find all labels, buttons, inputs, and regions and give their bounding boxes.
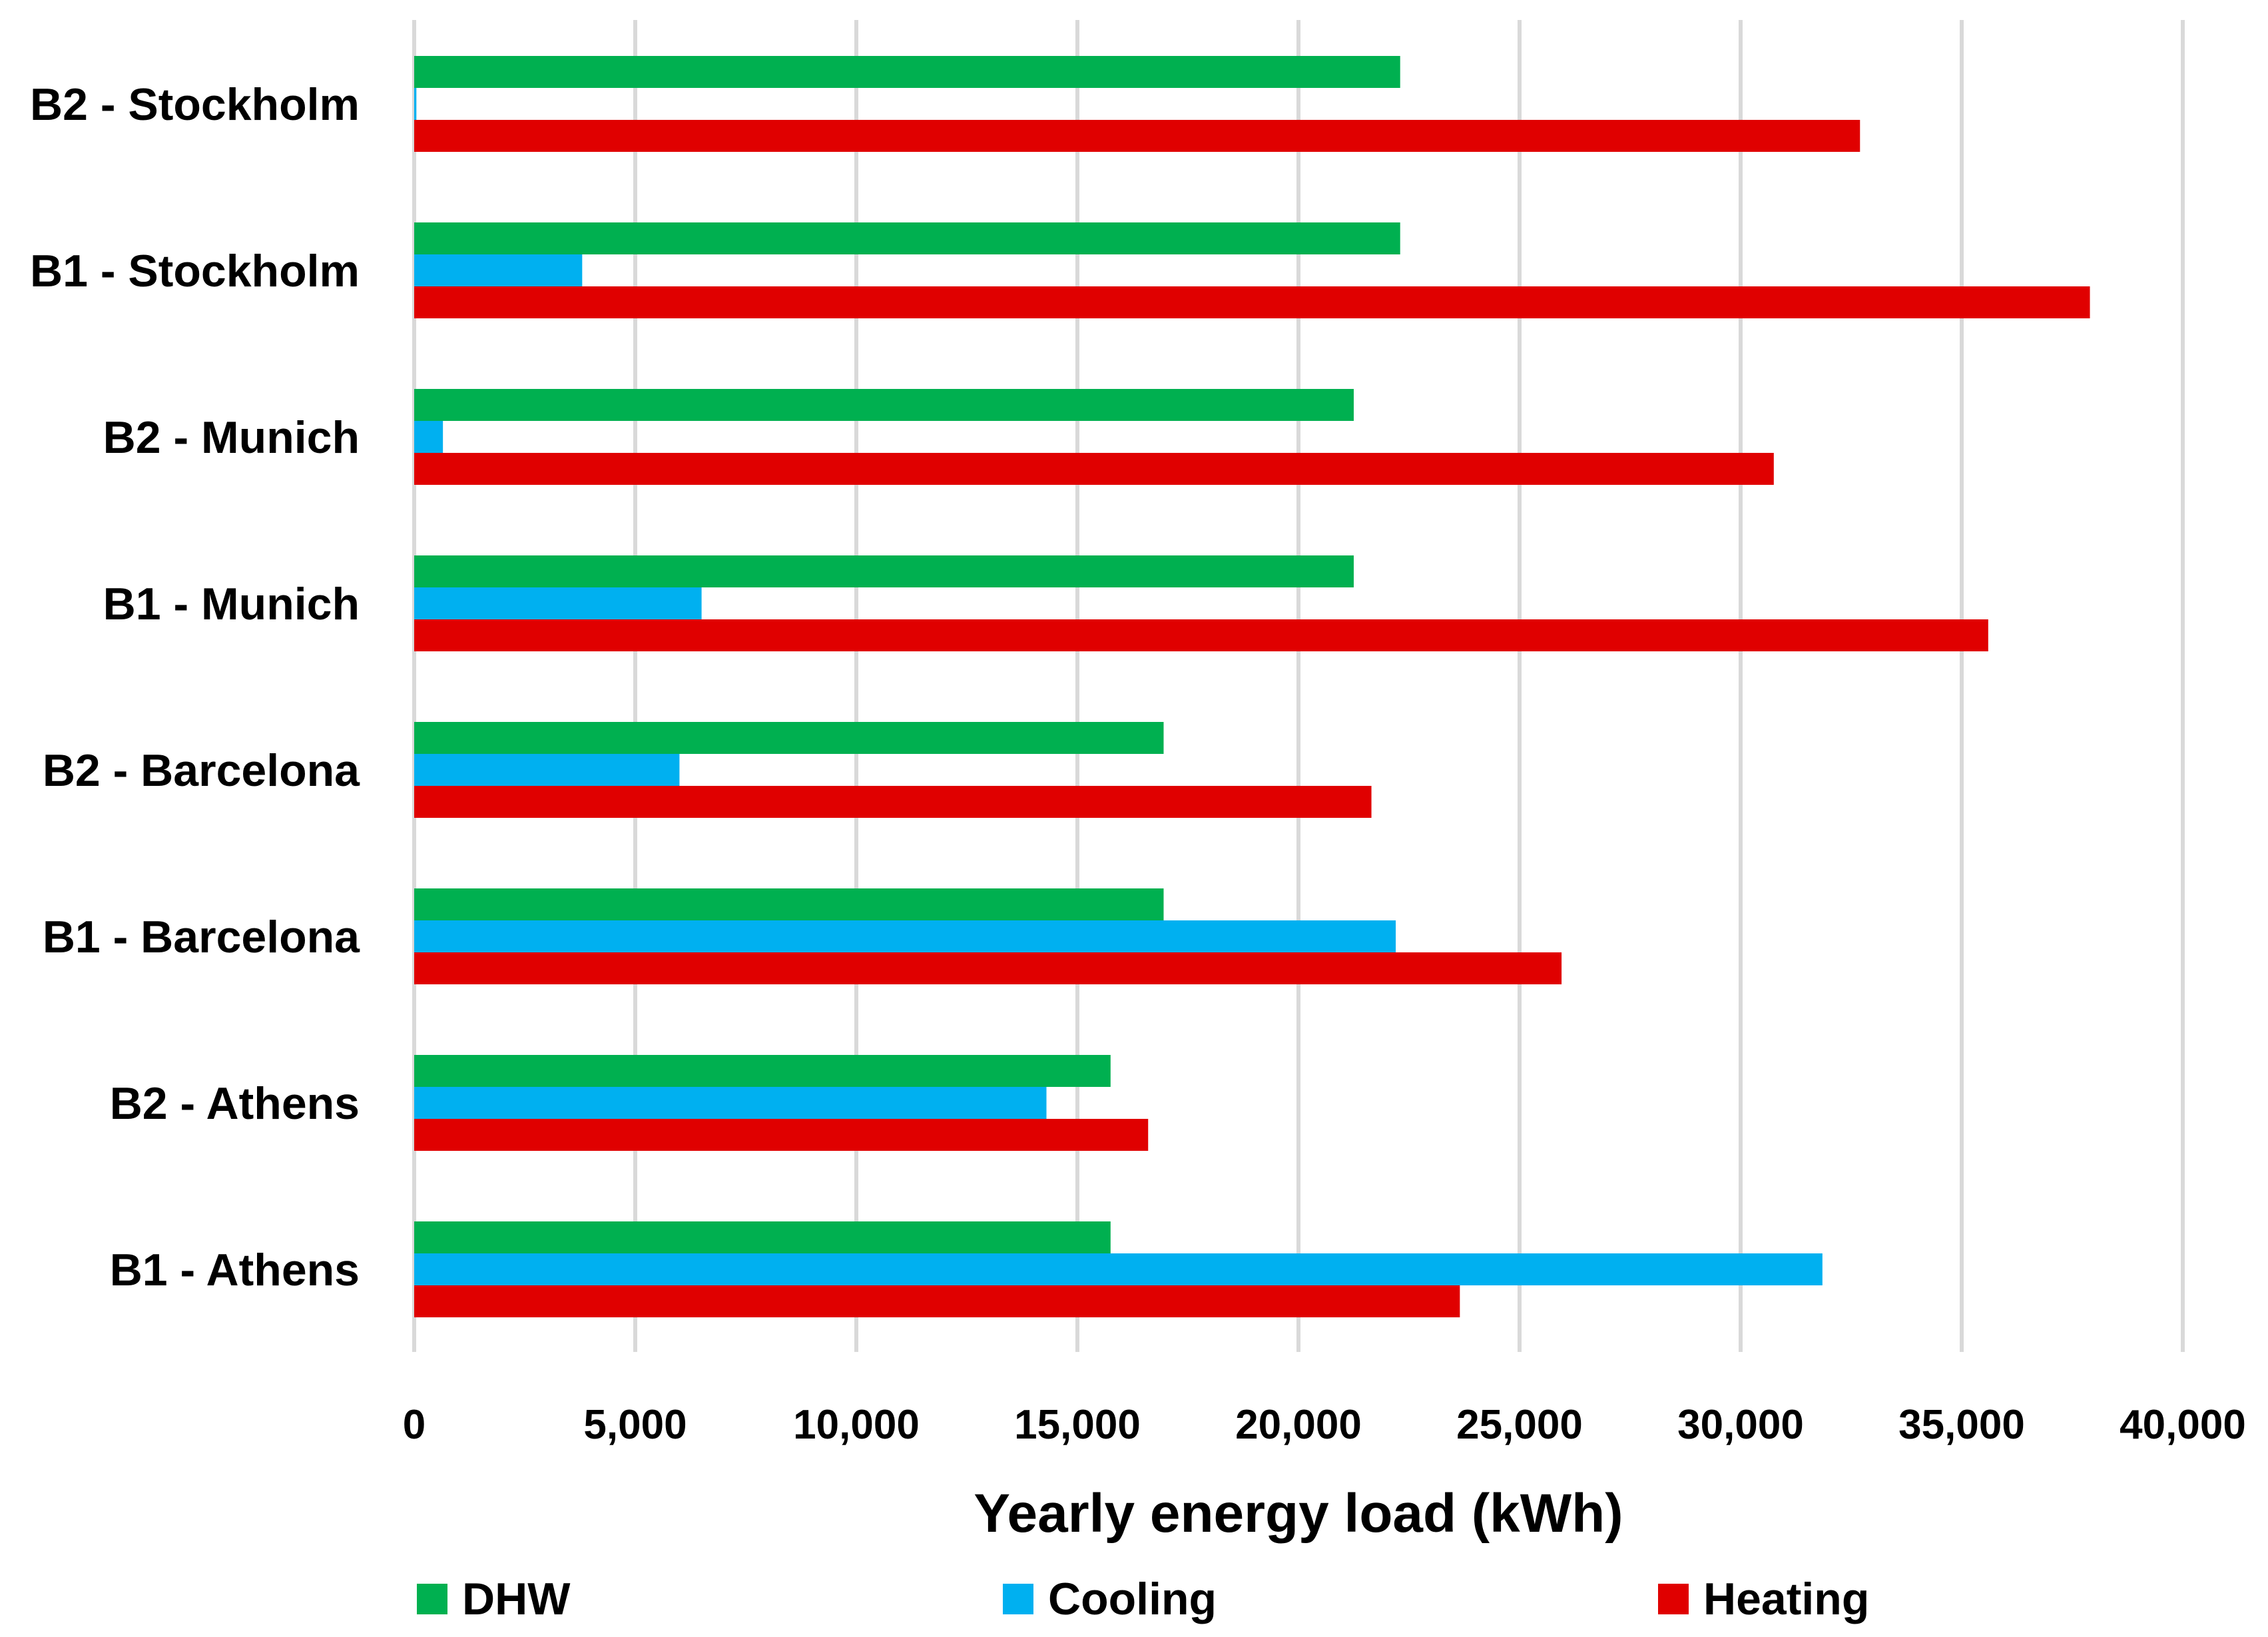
bar-heating-b2-stockholm <box>414 120 1860 152</box>
category-label: B1 - Barcelona <box>43 912 360 962</box>
bar-heating-b2-barcelona <box>414 786 1372 818</box>
bar-cooling-b2-stockholm <box>414 88 417 120</box>
bar-dhw-b1-munich <box>414 555 1354 587</box>
gridlines <box>412 20 2185 1352</box>
category-label: B1 - Munich <box>103 579 360 629</box>
legend-label-heating: Heating <box>1703 1574 1869 1624</box>
bar-heating-b1-athens <box>414 1285 1460 1317</box>
x-tick-label: 5,000 <box>583 1402 687 1448</box>
bar-cooling-b1-barcelona <box>414 920 1396 952</box>
bar-cooling-b2-barcelona <box>414 754 680 786</box>
category-label: B2 - Athens <box>110 1078 360 1129</box>
bar-heating-b2-athens <box>414 1119 1149 1151</box>
legend-label-dhw: DHW <box>462 1574 571 1624</box>
bar-dhw-b2-stockholm <box>414 56 1400 88</box>
legend-label-cooling: Cooling <box>1048 1574 1217 1624</box>
bar-heating-b1-munich <box>414 619 1988 651</box>
category-label: B2 - Barcelona <box>43 745 360 796</box>
category-label: B2 - Stockholm <box>30 79 360 130</box>
x-tick-label: 10,000 <box>793 1402 920 1448</box>
legend-swatch-heating <box>1658 1584 1689 1614</box>
bar-cooling-b2-athens <box>414 1087 1047 1119</box>
bar-dhw-b1-barcelona <box>414 888 1164 920</box>
x-tick-label: 25,000 <box>1456 1402 1583 1448</box>
bar-dhw-b2-athens <box>414 1055 1111 1087</box>
bar-dhw-b2-munich <box>414 389 1354 421</box>
category-label: B2 - Munich <box>103 412 360 463</box>
legend-swatch-cooling <box>1003 1584 1033 1614</box>
x-tick-label: 20,000 <box>1235 1402 1362 1448</box>
x-tick-label: 15,000 <box>1014 1402 1141 1448</box>
bar-dhw-b1-athens <box>414 1221 1111 1253</box>
bar-dhw-b1-stockholm <box>414 222 1400 254</box>
category-labels: B2 - Stockholm B1 - Stockholm B2 - Munich B… <box>30 79 360 1295</box>
legend-swatch-dhw <box>417 1584 447 1614</box>
x-axis-title: Yearly energy load (kWh) <box>974 1483 1623 1544</box>
bar-heating-b2-munich <box>414 453 1774 485</box>
x-tick-labels: 0 5,000 10,000 15,000 20,000 25,000 30,000 35,0… <box>403 1402 2246 1448</box>
bar-cooling-b1-stockholm <box>414 254 583 286</box>
category-label: B1 - Athens <box>110 1245 360 1295</box>
bars <box>414 56 2090 1317</box>
bar-heating-b1-stockholm <box>414 286 2090 318</box>
bar-cooling-b1-athens <box>414 1253 1823 1285</box>
x-tick-label: 30,000 <box>1677 1402 1804 1448</box>
x-tick-label: 35,000 <box>1898 1402 2025 1448</box>
bar-heating-b1-barcelona <box>414 952 1562 984</box>
x-tick-label: 0 <box>403 1402 425 1448</box>
category-label: B1 - Stockholm <box>30 246 360 296</box>
bar-cooling-b2-munich <box>414 421 443 453</box>
bar-cooling-b1-munich <box>414 587 702 619</box>
bar-dhw-b2-barcelona <box>414 722 1164 754</box>
legend: DHW Cooling Heating <box>417 1574 1869 1624</box>
x-tick-label: 40,000 <box>2120 1402 2246 1448</box>
